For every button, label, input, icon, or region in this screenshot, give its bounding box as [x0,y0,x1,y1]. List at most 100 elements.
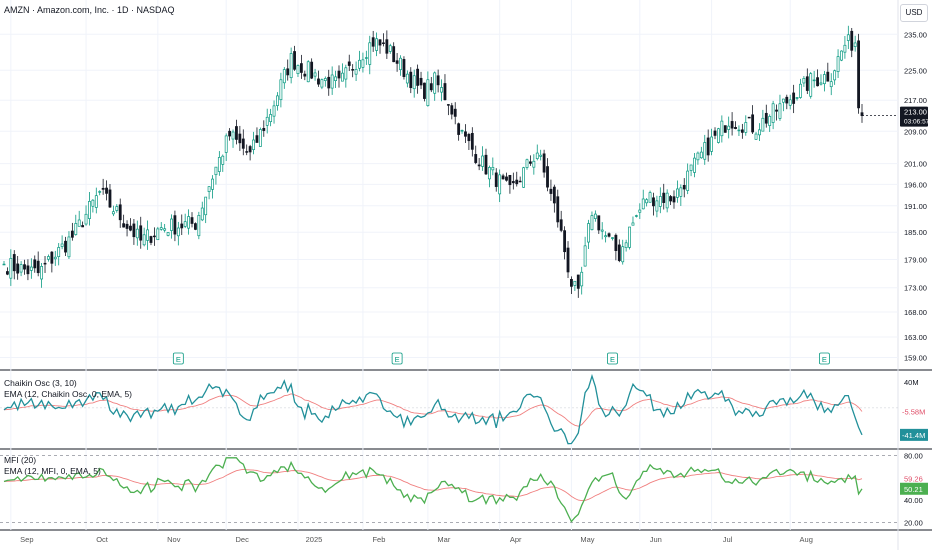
candle-body [159,227,163,230]
candle-body [638,209,642,213]
candle-body [795,97,799,99]
price-tick-label: 168.00 [904,308,927,317]
candle-body [238,133,242,144]
candle-body [761,117,765,132]
candle-body [296,65,300,74]
candle-body [231,131,235,140]
candle-body [611,237,614,239]
candle-body [43,262,47,265]
chaikin-ema-label[interactable]: EMA (12, Chaikin Osc, 0, EMA, 5) [4,389,133,399]
chaikin-label[interactable]: Chaikin Osc (3, 10) [4,378,77,388]
candle-body [515,179,519,185]
candle-body [816,77,819,87]
candle-body [433,72,437,94]
time-axis-label: Feb [372,535,385,544]
chaikin-osc-series [3,373,863,445]
candle-body [166,232,170,236]
time-axis-label: Nov [167,535,181,544]
candle-body [652,197,655,207]
candle-body [88,201,91,219]
candle-body [556,196,560,223]
candle-body [354,69,358,75]
candle-body [747,116,751,119]
price-tick-label: 217.00 [904,96,927,105]
candle-body [170,218,173,231]
candle-body [669,196,672,202]
candle-body [484,154,488,175]
candle-body [241,138,245,149]
candle-body [317,78,320,85]
candle-body [405,73,409,84]
candle-body [105,187,108,194]
candle-body [511,181,515,184]
mfi-ema-value: 59.26 [904,475,923,484]
candle-body [310,61,314,79]
earnings-marker-label: E [176,355,181,364]
candle-body [792,92,796,104]
candle-body [785,96,789,104]
candle-body [768,116,772,126]
candle-body [836,56,840,72]
candle-body [491,166,495,171]
candle-body [819,82,823,85]
candle-body [788,99,792,106]
mfi-label[interactable]: MFI (20) [4,455,37,465]
candle-body [180,223,184,229]
candle-body [207,186,211,192]
candle-body [115,206,119,211]
chaikin-ema-badge [900,405,928,418]
candle-body [139,225,143,241]
candle-body [593,213,597,219]
candle-body [860,112,864,116]
candle-body [245,151,249,153]
candle-body [200,207,204,221]
candle-body [737,129,741,132]
candle-body [57,247,61,257]
mfi-axis-tick: 40.00 [904,496,923,505]
last-price-badge [900,106,928,127]
candle-body [505,176,508,181]
candle-body [412,75,416,90]
candle-body [306,61,310,83]
candle-body [135,228,139,239]
price-tick-label: 225.00 [904,66,927,75]
candle-body [470,132,474,150]
candle-body [645,199,649,204]
candle-body [631,222,635,226]
candle-body [467,133,471,142]
candle-body [822,74,826,85]
time-axis-label: Jun [650,535,662,544]
chaikin-osc-badge [900,428,928,441]
candle-body [9,258,13,279]
candle-body [2,263,6,266]
candle-body [173,215,177,235]
price-tick-label: 163.00 [904,333,927,342]
candle-body [163,228,167,231]
candle-body [74,223,78,235]
mfi-ema-label[interactable]: EMA (12, MFI, 0, EMA, 5) [4,466,101,476]
candle-body [604,235,608,238]
candle-body [330,74,334,89]
candle-body [775,109,778,112]
candle-body [696,152,700,161]
candle-body [829,81,833,88]
mfi-badge [900,482,928,495]
currency-button[interactable]: USD [900,4,928,22]
candle-body [358,59,361,69]
candle-body [672,196,676,203]
candle-body [446,104,450,106]
candle-body [682,185,686,190]
earnings-marker-label: E [395,355,400,364]
candle-body [655,200,659,212]
time-axis-label: Mar [437,535,450,544]
candle-body [313,72,317,77]
candle-body [525,159,529,168]
candle-body [248,146,252,153]
candle-body [289,53,293,79]
candle-body [587,223,590,243]
candle-body [323,78,327,81]
candle-body [676,188,679,198]
last-price-value: 213.00 [904,108,927,117]
candle-body [351,69,355,71]
